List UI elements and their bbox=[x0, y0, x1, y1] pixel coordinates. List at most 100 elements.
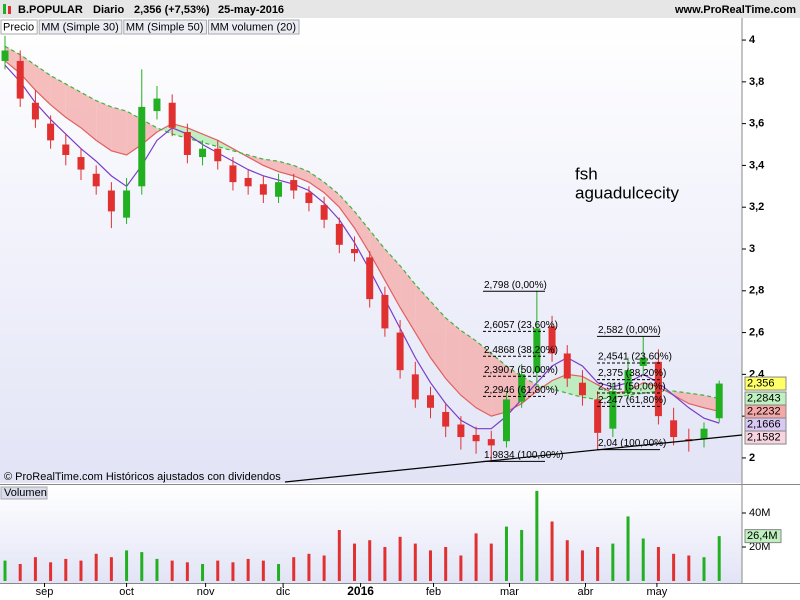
volume-bar bbox=[49, 562, 53, 581]
ma-band bbox=[339, 194, 355, 229]
ma-band bbox=[506, 365, 522, 412]
candle-body bbox=[290, 180, 298, 191]
candle-body bbox=[107, 190, 115, 212]
fib-label: 1,9834 (100,00%) bbox=[484, 450, 564, 461]
volume-bar bbox=[368, 540, 372, 581]
fib-label: 2,311 (50,00%) bbox=[598, 382, 666, 393]
ma-line bbox=[4, 45, 720, 401]
volume-bar bbox=[672, 553, 676, 581]
legend-label: Precio bbox=[3, 21, 34, 33]
header-icon bbox=[8, 6, 11, 14]
volume-bar bbox=[596, 547, 600, 581]
candle-body bbox=[518, 374, 526, 402]
price-box bbox=[744, 430, 787, 445]
candle-body bbox=[320, 205, 328, 220]
x-tick-label: nov bbox=[197, 586, 215, 598]
plot-layer: 2,798 (0,00%) 2,6057 (23,60%) 2,4868 (38,2… bbox=[1, 35, 743, 581]
volume-bar bbox=[94, 553, 98, 581]
candle-body bbox=[715, 383, 723, 419]
ma-band bbox=[293, 165, 309, 183]
x-tick-label: may bbox=[647, 586, 668, 598]
ma-band bbox=[324, 182, 340, 208]
ma-band bbox=[354, 211, 370, 254]
volume-bar bbox=[535, 490, 539, 581]
ma-band bbox=[65, 83, 81, 128]
fib-label: 2,375 (38,20%) bbox=[598, 368, 666, 379]
candle-body bbox=[199, 148, 207, 158]
ma-band bbox=[476, 340, 492, 417]
candle-body bbox=[168, 102, 176, 128]
candle-body bbox=[563, 353, 571, 379]
period: Diario bbox=[93, 4, 124, 16]
candle-body bbox=[244, 177, 252, 187]
volume-bar bbox=[79, 560, 83, 581]
legend-item: MM (Simple 30) bbox=[38, 19, 123, 35]
fib-label: 2,798 (0,00%) bbox=[484, 280, 547, 291]
legend-label: MM volumen (20) bbox=[210, 21, 296, 33]
y-tick-label: 2 bbox=[749, 452, 755, 464]
ma-band bbox=[111, 106, 127, 155]
candle-body bbox=[411, 374, 419, 400]
header-bar bbox=[0, 0, 800, 18]
candle-body bbox=[138, 106, 146, 187]
ma-band bbox=[384, 248, 401, 308]
price-box-label: 2,356 bbox=[747, 377, 775, 389]
fib-label: 2,3907 (50,00%) bbox=[484, 365, 558, 376]
y-tick-label: 3,8 bbox=[749, 76, 764, 88]
ma-band bbox=[673, 391, 689, 404]
ma-band bbox=[35, 65, 51, 105]
candle-body bbox=[153, 98, 161, 112]
volume-bar bbox=[64, 558, 68, 581]
ma-band bbox=[582, 376, 598, 400]
candle-body bbox=[335, 223, 343, 245]
y-tick-label: 3,6 bbox=[749, 118, 764, 130]
candle-body bbox=[609, 391, 617, 429]
y-tick-label: 4 bbox=[749, 34, 756, 46]
volume-bar bbox=[702, 557, 706, 581]
candle-body bbox=[426, 395, 434, 408]
candle-body bbox=[548, 326, 556, 354]
volume-bar bbox=[322, 555, 326, 581]
trend-line bbox=[284, 434, 743, 483]
volume-bar bbox=[413, 543, 417, 581]
last-price: 2,356 (+7,53%) bbox=[134, 4, 210, 16]
volume-bar bbox=[170, 560, 174, 581]
ma-line bbox=[4, 64, 720, 430]
volume-bar bbox=[33, 557, 37, 581]
volume-bar bbox=[125, 550, 129, 581]
candle-body bbox=[183, 131, 191, 155]
legend-box bbox=[207, 19, 300, 35]
ma-band bbox=[202, 134, 218, 147]
volume-bar bbox=[261, 560, 265, 581]
ma-line bbox=[4, 60, 720, 417]
x-tick-label: sep bbox=[36, 586, 54, 598]
x-tick-label: oct bbox=[119, 586, 134, 598]
legend-box bbox=[0, 486, 48, 500]
ma-band bbox=[415, 284, 431, 358]
volume-bar bbox=[398, 536, 402, 581]
volume-bar bbox=[489, 543, 493, 581]
fib-label: 2,4541 (23,60%) bbox=[598, 352, 672, 363]
volume-bar bbox=[292, 557, 296, 581]
ma-band bbox=[308, 171, 325, 193]
candle-body bbox=[654, 361, 662, 417]
ma-band bbox=[430, 301, 446, 379]
header-icon bbox=[3, 4, 6, 14]
volume-box bbox=[744, 529, 782, 544]
legend-item: MM (Simple 50) bbox=[123, 19, 207, 35]
candle-body bbox=[594, 399, 602, 433]
fib-label: 2,4868 (38,20%) bbox=[484, 345, 558, 356]
volume-bar bbox=[474, 533, 478, 581]
x-tick-label: mar bbox=[500, 586, 519, 598]
volume-bar bbox=[246, 558, 250, 581]
ma-band bbox=[552, 374, 568, 394]
candle-body bbox=[578, 382, 586, 396]
price-box-label: 2,2843 bbox=[747, 392, 781, 404]
volume-bar bbox=[109, 557, 113, 581]
date: 25-may-2016 bbox=[218, 4, 284, 16]
volume-bar bbox=[185, 562, 189, 581]
candle-body bbox=[533, 328, 541, 373]
volume-box-label: 26,4M bbox=[747, 530, 778, 542]
ma-band bbox=[597, 384, 613, 400]
